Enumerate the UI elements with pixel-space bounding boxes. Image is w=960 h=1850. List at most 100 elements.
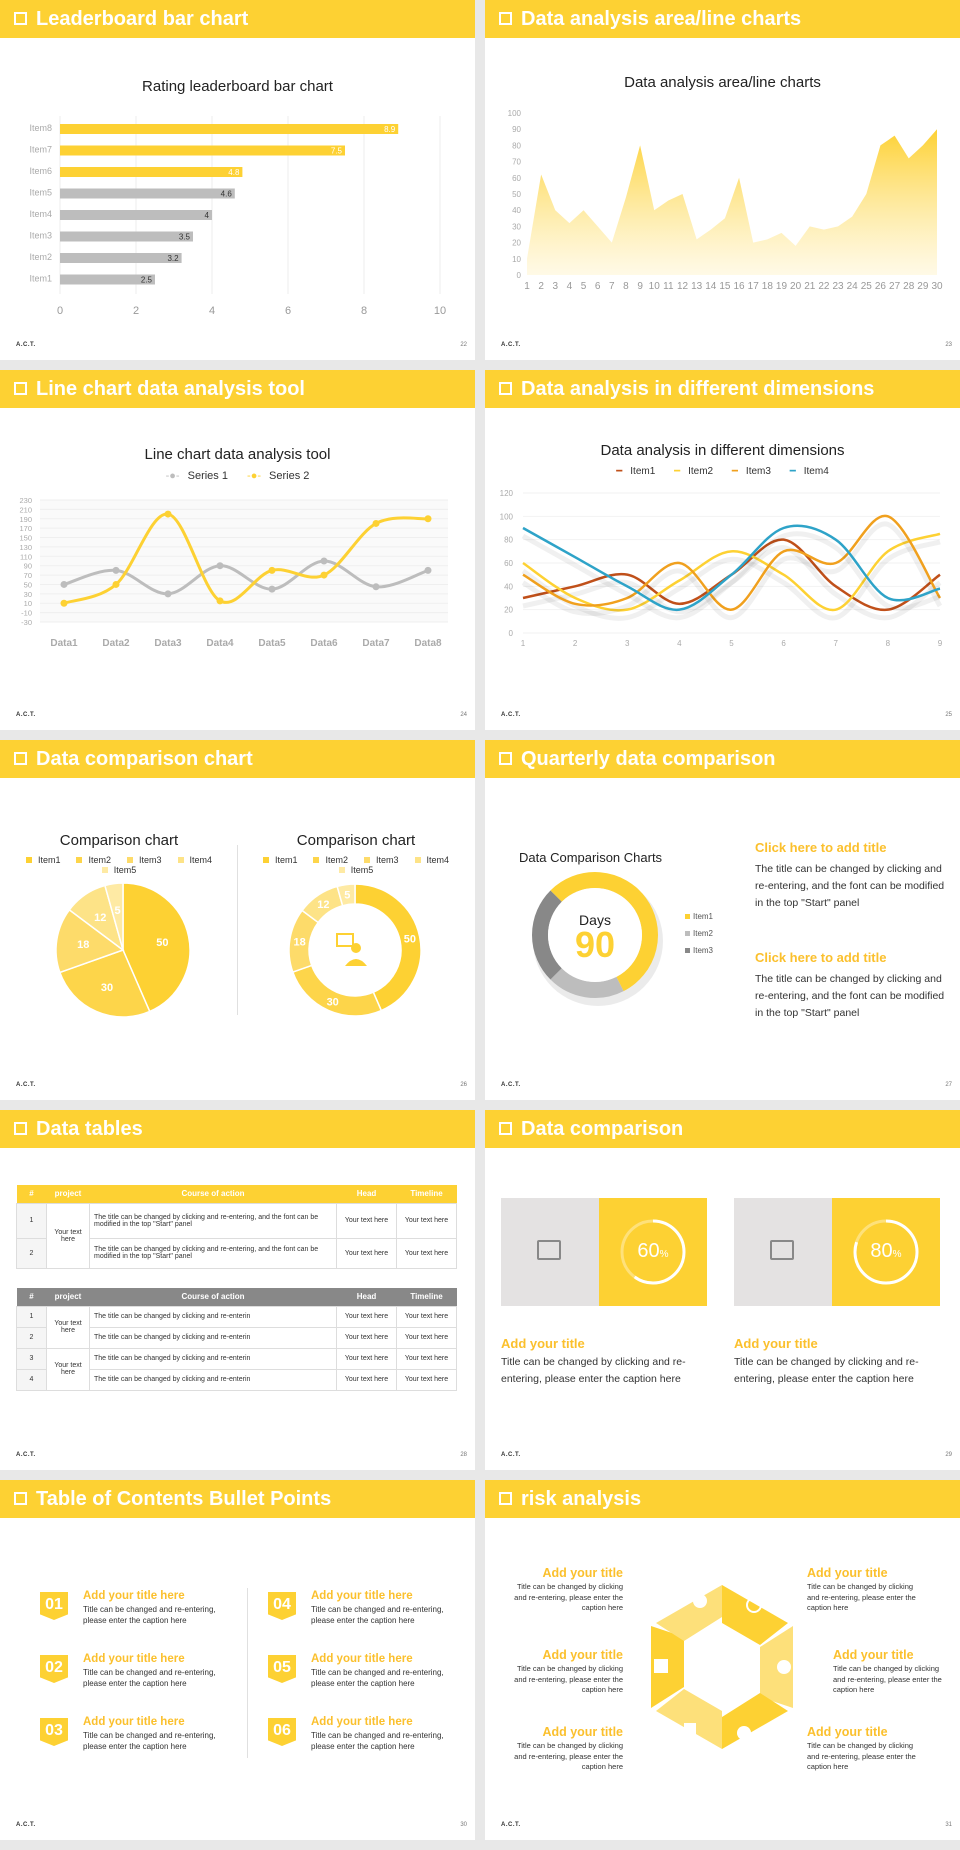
data-point [268,585,276,593]
image-placeholder[interactable] [501,1198,599,1306]
slide-data-comparison[interactable]: Data comparison 60% Add your title Title c… [485,1110,960,1470]
data-point [424,566,432,574]
card-title[interactable]: Add your title [501,1336,585,1351]
risk-item-title[interactable]: Add your title [542,1648,623,1662]
legend-item: Item3 [685,942,713,959]
legend-item: Item5 [98,865,141,875]
risk-item-title[interactable]: Add your title [807,1725,888,1739]
row-number: 3 [16,1347,47,1370]
page-number: 31 [945,1822,952,1828]
percent-value: 80 [870,1240,893,1262]
image-icon [537,1240,561,1260]
slide-dimensions[interactable]: Data analysis in different dimensions Da… [485,370,960,730]
legend-swatch [685,914,690,919]
slide-risk-analysis[interactable]: risk analysis Add your title Title can be… [485,1480,960,1840]
percent-label: 80% [832,1240,940,1263]
category-label: Item8 [29,123,52,133]
action-cell: The title can be changed by clicking and… [89,1305,337,1328]
tick-label: 50 [24,580,32,589]
tick-label: -10 [21,609,32,618]
card-title[interactable]: Add your title [734,1336,818,1351]
category-label: Item5 [29,188,52,198]
donut-hole [548,888,642,982]
logo: A.C.T. [16,1452,36,1458]
tick-label: 5 [581,281,587,292]
slide-data-tables[interactable]: Data tables # project Course of action H… [0,1110,475,1470]
series-line [63,512,429,605]
head-cell: Your text here [336,1202,397,1239]
bar [60,145,345,156]
tick-label: 10 [649,281,661,292]
risk-item-body: Title can be changed by clicking and re-… [514,1664,623,1694]
logo: A.C.T. [16,342,36,348]
slide-header: Data comparison chart [0,740,475,778]
risk-item: Add your title Title can be changed by cl… [807,1566,925,1614]
legend-swatch [414,857,421,863]
slide-quarterly[interactable]: Quarterly data comparison Data Compariso… [485,740,960,1100]
tick-label: 17 [748,281,760,292]
slide-line-tool[interactable]: Line chart data analysis tool Line chart… [0,370,475,730]
tick-label: 210 [19,505,32,514]
head-cell: Your text here [336,1347,397,1370]
risk-item-title[interactable]: Add your title [833,1648,914,1662]
data-label: 3.5 [179,233,191,242]
slide-comparison-chart[interactable]: Data comparison chart Comparison chart C… [0,740,475,1100]
page-number: 26 [460,1082,467,1088]
toc-item-title[interactable]: Add your title here [311,1590,413,1602]
risk-item-title[interactable]: Add your title [542,1725,623,1739]
card-body: Title can be changed by clicking and re-… [734,1356,919,1385]
data-label: 18 [294,937,306,949]
timeline-cell: Your text here [396,1347,457,1370]
category-label: Item6 [29,166,52,176]
slide-header: Data analysis in different dimensions [485,370,960,408]
legend-item: ━ Item1 [616,466,656,477]
item-title[interactable]: Click here to add title [755,950,887,965]
risk-item-title[interactable]: Add your title [807,1566,888,1580]
toc-item-body: Title can be changed and re-entering, pl… [83,1668,216,1688]
category-label: Data6 [310,638,338,649]
tick-label: 6 [595,281,601,292]
toc-item-title[interactable]: Add your title here [311,1653,413,1665]
slide-title: Data comparison [521,1118,684,1140]
slide-toc[interactable]: Table of Contents Bullet Points 01 Add yo… [0,1480,475,1840]
tick-label: 3 [625,639,630,648]
category-label: Data4 [206,638,234,649]
data-point [424,515,432,523]
toc-item-title[interactable]: Add your title here [311,1716,413,1728]
legend-label: Item3 [139,855,162,865]
data-point [60,599,68,607]
item-body: The title can be changed by clicking and… [755,973,945,1019]
tick-label: 8 [886,639,891,648]
data-point [112,580,120,588]
tick-label: 90 [512,125,521,134]
slide-leaderboard[interactable]: Leaderboard bar chart Rating leaderboard… [0,0,475,360]
image-placeholder[interactable] [734,1198,832,1306]
toc-item-title[interactable]: Add your title here [83,1653,185,1665]
slide-area-chart[interactable]: Data analysis area/line charts Data anal… [485,0,960,360]
data-label: 30 [327,996,339,1008]
tick-label: 150 [19,534,32,543]
tick-label: 28 [903,281,915,292]
tick-label: 80 [512,141,521,150]
tick-label: 18 [762,281,774,292]
category-label: Data8 [414,638,442,649]
series-shadow [522,545,942,621]
legend-item: -●- Series 2 [247,470,310,482]
action-cell: The title can be changed by clicking and… [89,1347,337,1370]
toc-item-title[interactable]: Add your title here [83,1716,185,1728]
legend-item: Item4 [174,855,217,865]
legend-item: Item5 [335,865,378,875]
slide-header: Leaderboard bar chart [0,0,475,38]
tick-label: 27 [889,281,901,292]
item-title[interactable]: Click here to add title [755,840,887,855]
tick-label: 25 [861,281,873,292]
column-header: project [54,1292,82,1302]
chart-legend: -●- Series 1 -●- Series 2 [0,470,475,482]
checkbox-icon [499,12,512,25]
risk-item-title[interactable]: Add your title [542,1566,623,1580]
column-header: Head [356,1189,377,1199]
image-icon [770,1240,794,1260]
risk-item: Add your title Title can be changed by cl… [833,1648,951,1696]
toc-item-title[interactable]: Add your title here [83,1590,185,1602]
checkbox-icon [14,382,27,395]
